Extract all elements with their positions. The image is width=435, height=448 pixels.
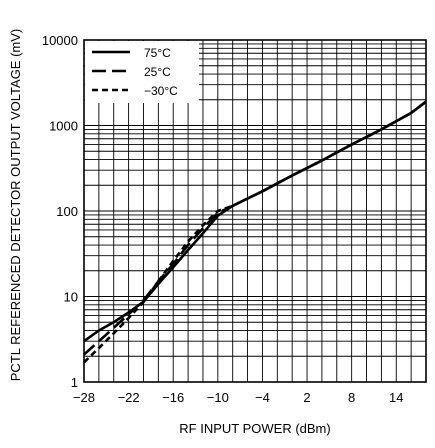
legend: 75°C 25°C −30°C	[85, 41, 199, 103]
plot-frame	[83, 39, 427, 383]
x-axis-title: RF INPUT POWER (dBm)	[179, 421, 330, 436]
x-tick-label: 8	[348, 390, 355, 405]
y-tick-label: 100	[56, 204, 78, 219]
x-tick-label: −22	[118, 390, 140, 405]
legend-label-25c: 25°C	[144, 65, 171, 79]
x-tick-label: −10	[207, 390, 229, 405]
x-tick-label: −16	[162, 390, 184, 405]
tick-labels: −28 −22 −16 −10 −4 2 8 14 1 10 100 1000 10000	[42, 33, 404, 405]
series-minus30c	[83, 100, 427, 364]
y-tick-label: 10000	[42, 33, 78, 48]
x-tick-label: −28	[73, 390, 95, 405]
y-tick-label: 1000	[49, 119, 78, 134]
x-tick-label: 14	[389, 390, 403, 405]
series-layer	[83, 100, 427, 364]
x-tick-label: 2	[303, 390, 310, 405]
y-tick-label: 1	[71, 375, 78, 390]
series-75c	[83, 100, 427, 343]
y-tick-label: 10	[64, 290, 78, 305]
legend-label-75c: 75°C	[144, 46, 171, 60]
legend-label-minus30c: −30°C	[144, 84, 178, 98]
series-25c	[83, 100, 427, 356]
y-axis-title: PCTL REFERENCED DETECTOR OUTPUT VOLTAGE …	[8, 29, 23, 381]
x-tick-label: −4	[255, 390, 270, 405]
